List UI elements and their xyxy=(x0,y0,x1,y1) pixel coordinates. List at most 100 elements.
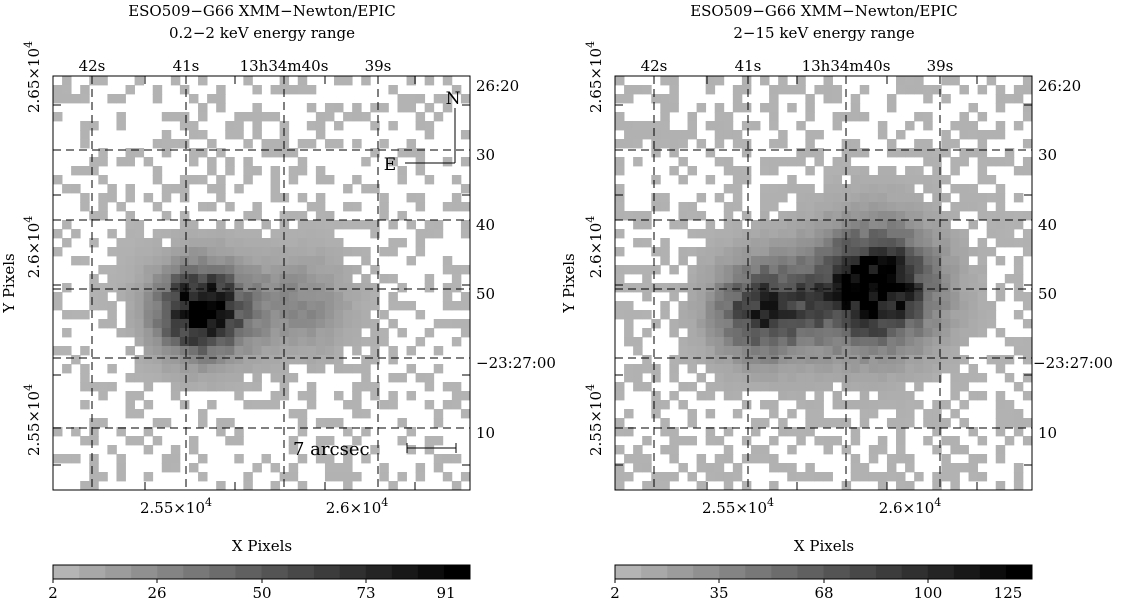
image-pixel xyxy=(397,166,407,176)
image-pixel xyxy=(198,373,208,383)
image-pixel xyxy=(805,229,815,239)
image-pixel xyxy=(225,337,235,347)
image-pixel xyxy=(832,373,843,383)
image-pixel xyxy=(270,265,281,275)
image-pixel xyxy=(687,382,697,392)
image-pixel xyxy=(324,211,335,221)
image-pixel xyxy=(959,148,969,158)
image-pixel xyxy=(932,337,942,347)
image-pixel xyxy=(941,283,951,293)
image-pixel xyxy=(1022,319,1033,329)
image-pixel xyxy=(252,310,262,320)
image-pixel xyxy=(941,247,951,257)
image-pixel xyxy=(959,355,969,365)
image-pixel xyxy=(741,265,752,275)
image-pixel xyxy=(460,220,471,230)
image-pixel xyxy=(959,274,969,284)
image-pixel xyxy=(343,427,353,437)
image-pixel xyxy=(832,310,843,320)
image-pixel xyxy=(161,319,172,329)
colorbar-tick-label: 50 xyxy=(252,584,271,601)
image-pixel xyxy=(116,472,126,482)
image-pixel xyxy=(134,409,145,419)
image-pixel xyxy=(741,238,752,248)
image-pixel xyxy=(923,283,933,293)
colorbar-tick-label: 35 xyxy=(709,584,728,601)
image-pixel xyxy=(841,148,852,158)
image-pixel xyxy=(769,355,779,365)
image-pixel xyxy=(796,85,806,95)
image-pixel xyxy=(986,301,997,311)
image-pixel xyxy=(624,283,634,293)
image-pixel xyxy=(406,301,417,311)
image-pixel xyxy=(343,337,353,347)
image-pixel xyxy=(451,337,462,347)
image-pixel xyxy=(270,301,281,311)
image-pixel xyxy=(179,247,190,257)
image-pixel xyxy=(170,346,181,356)
image-pixel xyxy=(868,220,879,230)
image-pixel xyxy=(252,319,262,329)
image-pixel xyxy=(823,319,833,329)
image-pixel xyxy=(760,400,770,410)
colorbar-step xyxy=(183,565,210,579)
image-pixel xyxy=(796,157,806,167)
image-pixel xyxy=(297,220,308,230)
image-pixel xyxy=(98,148,108,158)
image-pixel xyxy=(152,229,163,239)
colorbar-tick-label: 68 xyxy=(814,584,833,601)
image-pixel xyxy=(216,148,226,158)
image-pixel xyxy=(324,346,335,356)
image-pixel xyxy=(805,184,815,194)
colorbar-tick-label: 125 xyxy=(994,584,1023,601)
image-pixel xyxy=(886,292,897,302)
image-pixel xyxy=(696,256,707,266)
image-pixel xyxy=(53,454,63,464)
image-pixel xyxy=(941,229,951,239)
image-pixel xyxy=(334,337,344,347)
image-pixel xyxy=(741,175,752,185)
image-pixel xyxy=(343,301,353,311)
image-pixel xyxy=(216,427,226,437)
image-pixel xyxy=(877,301,888,311)
image-pixel xyxy=(1013,274,1024,284)
image-pixel xyxy=(225,157,235,167)
image-pixel xyxy=(823,382,833,392)
image-pixel xyxy=(225,346,235,356)
image-pixel xyxy=(932,247,942,257)
image-pixel xyxy=(905,238,915,248)
image-pixel xyxy=(415,202,426,212)
image-pixel xyxy=(306,382,317,392)
image-pixel xyxy=(832,265,843,275)
colorbar-step xyxy=(667,565,694,579)
image-pixel xyxy=(859,391,870,401)
image-pixel xyxy=(297,454,308,464)
image-pixel xyxy=(134,436,145,446)
image-pixel xyxy=(778,382,788,392)
image-pixel xyxy=(696,229,707,239)
image-pixel xyxy=(705,319,716,329)
image-pixel xyxy=(89,283,99,293)
image-pixel xyxy=(134,391,145,401)
image-pixel xyxy=(388,319,398,329)
image-pixel xyxy=(379,328,389,338)
image-pixel xyxy=(71,427,81,437)
image-pixel xyxy=(760,229,770,239)
image-pixel xyxy=(796,364,806,374)
image-pixel xyxy=(334,391,344,401)
image-pixel xyxy=(805,265,815,275)
image-pixel xyxy=(823,166,833,176)
image-pixel xyxy=(252,247,262,257)
image-pixel xyxy=(297,229,308,239)
image-pixel xyxy=(388,400,398,410)
image-pixel xyxy=(624,94,634,104)
image-pixel xyxy=(868,355,879,365)
image-pixel xyxy=(234,328,244,338)
image-pixel xyxy=(651,121,661,131)
image-pixel xyxy=(932,256,942,266)
image-pixel xyxy=(741,139,752,149)
image-pixel xyxy=(388,85,398,95)
image-pixel xyxy=(932,310,942,320)
image-pixel xyxy=(850,454,861,464)
colorbar-step xyxy=(157,565,184,579)
